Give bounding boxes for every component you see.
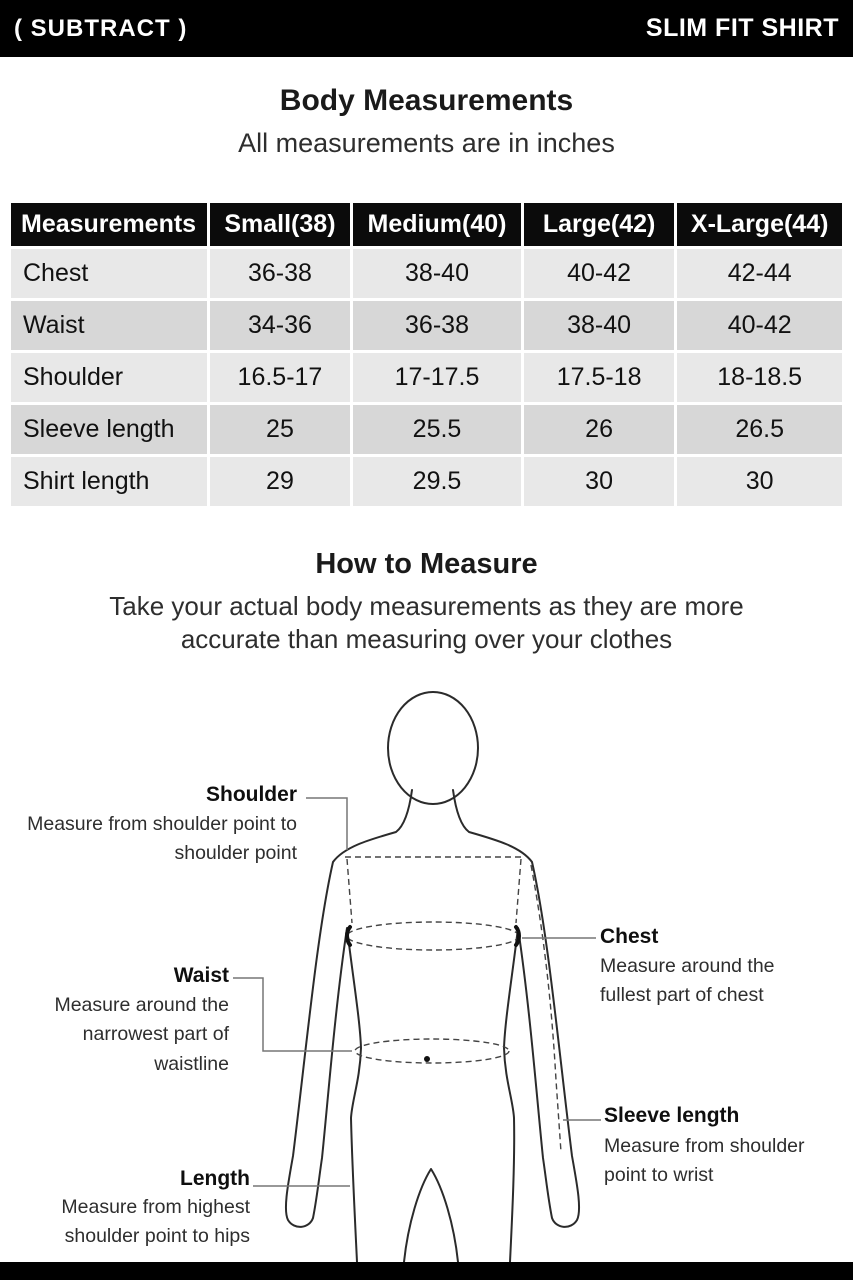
how-to-measure-description: Take your actual body measurements as th… — [0, 590, 853, 656]
shoulder-chest-guide-right — [515, 858, 522, 924]
row-label: Waist — [11, 301, 207, 350]
cell: 26.5 — [677, 405, 842, 454]
cell: 40-42 — [523, 249, 675, 298]
how-to-measure-description-text: Take your actual body measurements as th… — [109, 591, 744, 655]
chest-edge-right — [514, 925, 521, 947]
shoulder-callout-line — [306, 797, 348, 850]
sleeve-length-callout-label: Sleeve length — [604, 1104, 740, 1127]
cell: 18-18.5 — [677, 353, 842, 402]
column-header-large: Large(42) — [523, 203, 675, 246]
chest-callout-text: Measure around the fullest part of chest — [600, 955, 775, 1007]
bottom-bar — [0, 1262, 853, 1280]
length-callout-text: Measure from highest shoulder point to h… — [61, 1196, 250, 1248]
column-header-measurements: Measurements — [11, 203, 207, 246]
waist-callout-line — [233, 977, 352, 1052]
table-row-shirt-length: Shirt length 29 29.5 30 30 — [11, 457, 842, 506]
row-label: Sleeve length — [11, 405, 207, 454]
head-outline — [387, 691, 479, 805]
chest-edge-left — [345, 925, 352, 947]
column-header-small: Small(38) — [209, 203, 351, 246]
cell: 38-40 — [353, 249, 521, 298]
cell: 17.5-18 — [523, 353, 675, 402]
shoulder-chest-guide-left — [346, 858, 353, 924]
waist-callout-label: Waist — [173, 964, 229, 987]
length-callout-label: Length — [180, 1167, 250, 1190]
sleeve-measure-line — [530, 864, 562, 1153]
cell: 17-17.5 — [353, 353, 521, 402]
cell: 30 — [677, 457, 842, 506]
top-bar: ( SUBTRACT ) SLIM FIT SHIRT — [0, 0, 853, 57]
section-title-how-to-measure: How to Measure — [315, 548, 538, 580]
body-outline — [284, 789, 581, 1262]
cell: 36-38 — [353, 301, 521, 350]
table-header-row: Measurements Small(38) Medium(40) Large(… — [11, 203, 842, 246]
table-row-waist: Waist 34-36 36-38 38-40 40-42 — [11, 301, 842, 350]
row-label: Shoulder — [11, 353, 207, 402]
cell: 40-42 — [677, 301, 842, 350]
measurement-diagram: Shoulder Measure from shoulder point to … — [0, 680, 853, 1262]
cell: 34-36 — [209, 301, 351, 350]
shoulder-callout-text: Measure from shoulder point to shoulder … — [27, 813, 297, 865]
shoulder-callout-label: Shoulder — [205, 783, 297, 806]
chest-callout-label: Chest — [600, 925, 659, 948]
cell: 30 — [523, 457, 675, 506]
cell: 25 — [209, 405, 351, 454]
cell: 29 — [209, 457, 351, 506]
cell: 29.5 — [353, 457, 521, 506]
table-row-chest: Chest 36-38 38-40 40-42 42-44 — [11, 249, 842, 298]
section-title-body-measurements: Body Measurements — [279, 84, 574, 117]
column-header-medium: Medium(40) — [353, 203, 521, 246]
row-label: Shirt length — [11, 457, 207, 506]
table-row-sleeve-length: Sleeve length 25 25.5 26 26.5 — [11, 405, 842, 454]
cell: 26 — [523, 405, 675, 454]
waist-measure-ellipse — [354, 1038, 510, 1064]
cell: 42-44 — [677, 249, 842, 298]
row-label: Chest — [11, 249, 207, 298]
column-header-xlarge: X-Large(44) — [677, 203, 842, 246]
table-row-shoulder: Shoulder 16.5-17 17-17.5 17.5-18 18-18.5 — [11, 353, 842, 402]
brand-logo: ( SUBTRACT ) — [14, 14, 188, 42]
body-diagram — [233, 691, 601, 1262]
cell: 38-40 — [523, 301, 675, 350]
section-subtitle-units: All measurements are in inches — [238, 128, 615, 158]
waist-callout-text: Measure around the narrowest part of wai… — [54, 994, 229, 1075]
sleeve-length-callout-text: Measure from shoulder point to wrist — [604, 1135, 805, 1187]
cell: 36-38 — [209, 249, 351, 298]
product-title: SLIM FIT SHIRT — [645, 14, 839, 42]
size-chart-table: Measurements Small(38) Medium(40) Large(… — [8, 200, 845, 509]
cell: 25.5 — [353, 405, 521, 454]
navel-dot — [424, 1056, 430, 1062]
cell: 16.5-17 — [209, 353, 351, 402]
chest-measure-ellipse — [346, 921, 520, 951]
